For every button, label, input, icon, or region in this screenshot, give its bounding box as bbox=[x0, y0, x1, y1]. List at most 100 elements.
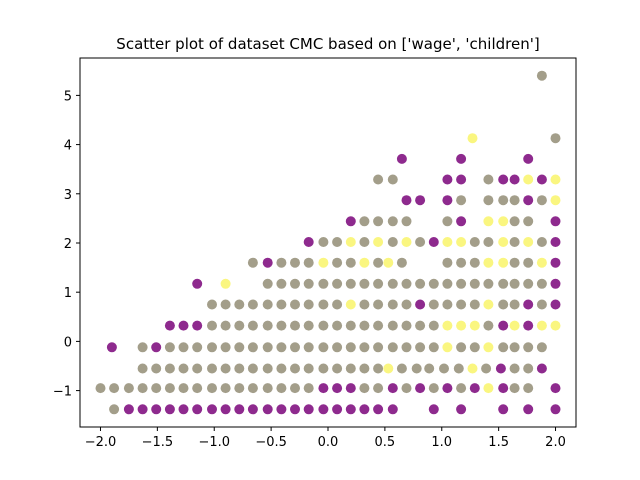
data-point bbox=[467, 133, 478, 144]
x-tick-label: 1.5 bbox=[488, 435, 509, 450]
data-point bbox=[536, 299, 547, 310]
data-point bbox=[303, 257, 314, 268]
data-point bbox=[428, 342, 439, 353]
data-point bbox=[498, 342, 509, 353]
data-point bbox=[509, 257, 520, 268]
data-point bbox=[290, 299, 300, 310]
data-point bbox=[276, 363, 287, 374]
y-tick-label: 1 bbox=[64, 286, 72, 301]
data-point bbox=[290, 257, 300, 268]
data-point bbox=[536, 237, 547, 247]
data-point bbox=[290, 342, 300, 353]
y-tick-label: 2 bbox=[64, 237, 72, 252]
data-point bbox=[536, 320, 547, 331]
data-point bbox=[523, 383, 534, 394]
data-point bbox=[345, 342, 356, 353]
data-point bbox=[318, 237, 329, 247]
data-point bbox=[509, 174, 520, 185]
data-point bbox=[469, 342, 480, 353]
data-point bbox=[373, 363, 384, 374]
data-point bbox=[164, 363, 175, 374]
data-point bbox=[456, 299, 467, 310]
data-point bbox=[318, 363, 329, 374]
data-point bbox=[318, 299, 329, 310]
data-point bbox=[387, 216, 398, 227]
data-point bbox=[207, 404, 217, 415]
data-point bbox=[428, 299, 439, 310]
data-point bbox=[345, 320, 356, 331]
x-tick-label: 0.5 bbox=[375, 435, 396, 450]
points-layer bbox=[95, 70, 561, 415]
data-point bbox=[469, 237, 480, 247]
data-point bbox=[483, 257, 494, 268]
data-point bbox=[276, 383, 287, 394]
data-point bbox=[137, 363, 148, 374]
data-point bbox=[192, 278, 203, 289]
data-point bbox=[262, 278, 273, 289]
data-point bbox=[234, 363, 245, 374]
data-point bbox=[415, 237, 426, 247]
data-point bbox=[523, 342, 534, 353]
data-point bbox=[332, 404, 343, 415]
data-point bbox=[456, 404, 467, 415]
data-point bbox=[442, 299, 453, 310]
data-point bbox=[509, 216, 520, 227]
data-point bbox=[359, 320, 370, 331]
data-point bbox=[332, 383, 343, 394]
data-point bbox=[536, 195, 547, 206]
data-point bbox=[401, 195, 412, 206]
data-point bbox=[442, 257, 453, 268]
data-point bbox=[373, 216, 384, 227]
data-point bbox=[109, 404, 120, 415]
data-point bbox=[262, 383, 273, 394]
data-point bbox=[123, 383, 134, 394]
data-point bbox=[509, 320, 520, 331]
data-point bbox=[262, 257, 273, 268]
data-point bbox=[387, 174, 398, 185]
data-point bbox=[469, 299, 480, 310]
data-point bbox=[178, 363, 189, 374]
data-point bbox=[536, 363, 547, 374]
data-point bbox=[332, 342, 343, 353]
data-point bbox=[456, 174, 467, 185]
data-point bbox=[396, 153, 407, 164]
data-point bbox=[137, 404, 148, 415]
x-tick-label: −2.0 bbox=[85, 435, 117, 450]
data-point bbox=[192, 404, 203, 415]
data-point bbox=[469, 320, 480, 331]
data-point bbox=[428, 383, 439, 394]
data-point bbox=[290, 404, 300, 415]
data-point bbox=[498, 237, 509, 247]
data-point bbox=[469, 383, 480, 394]
data-point bbox=[192, 320, 203, 331]
data-point bbox=[247, 257, 258, 268]
data-point bbox=[345, 237, 356, 247]
data-point bbox=[428, 237, 439, 247]
data-point bbox=[498, 320, 509, 331]
y-tick-label: −1 bbox=[53, 385, 72, 400]
data-point bbox=[359, 383, 370, 394]
data-point bbox=[359, 278, 370, 289]
data-point bbox=[498, 299, 509, 310]
data-point bbox=[401, 320, 412, 331]
data-point bbox=[387, 299, 398, 310]
x-tick-label: −1.5 bbox=[142, 435, 174, 450]
data-point bbox=[456, 383, 467, 394]
data-point bbox=[262, 320, 273, 331]
data-point bbox=[383, 257, 394, 268]
data-point bbox=[550, 320, 561, 331]
data-point bbox=[234, 320, 245, 331]
data-point bbox=[387, 237, 398, 247]
data-point bbox=[207, 342, 217, 353]
data-point bbox=[550, 257, 561, 268]
data-point bbox=[234, 404, 245, 415]
data-point bbox=[415, 195, 426, 206]
data-point bbox=[234, 383, 245, 394]
data-point bbox=[415, 299, 426, 310]
data-point bbox=[151, 342, 162, 353]
data-point bbox=[536, 257, 547, 268]
data-point bbox=[332, 237, 343, 247]
data-point bbox=[373, 342, 384, 353]
data-point bbox=[415, 342, 426, 353]
data-point bbox=[411, 363, 422, 374]
